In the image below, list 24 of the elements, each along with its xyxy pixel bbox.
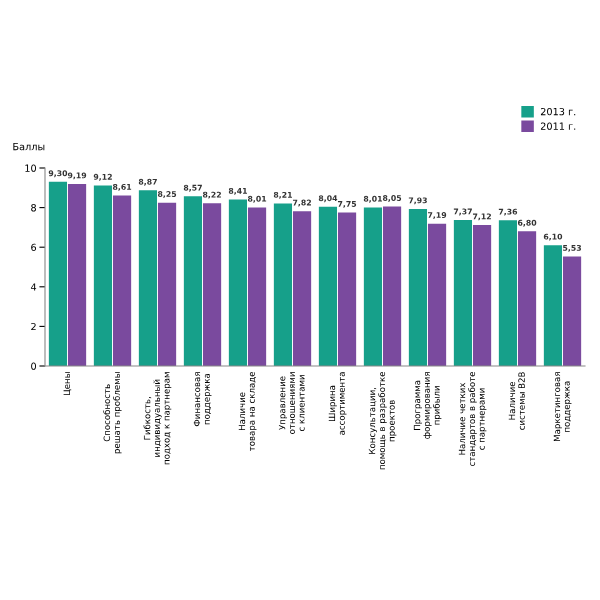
bar [67,184,87,366]
bar [202,203,222,366]
bar [517,231,537,366]
bar [273,203,293,366]
bar [292,211,312,366]
bar [472,225,492,366]
bar [183,196,203,366]
bar [427,223,447,366]
bar [382,206,402,366]
bar [453,220,473,366]
bar [408,208,428,366]
bar [337,212,357,366]
bar [228,199,248,366]
bar [138,190,158,366]
bar [112,195,132,366]
bar [543,245,563,366]
bar [562,256,582,366]
bar [247,207,267,366]
bar [93,185,113,366]
bar [498,220,518,366]
bar [318,206,338,366]
bar [157,202,177,366]
bar [48,181,68,366]
bar [363,207,383,366]
